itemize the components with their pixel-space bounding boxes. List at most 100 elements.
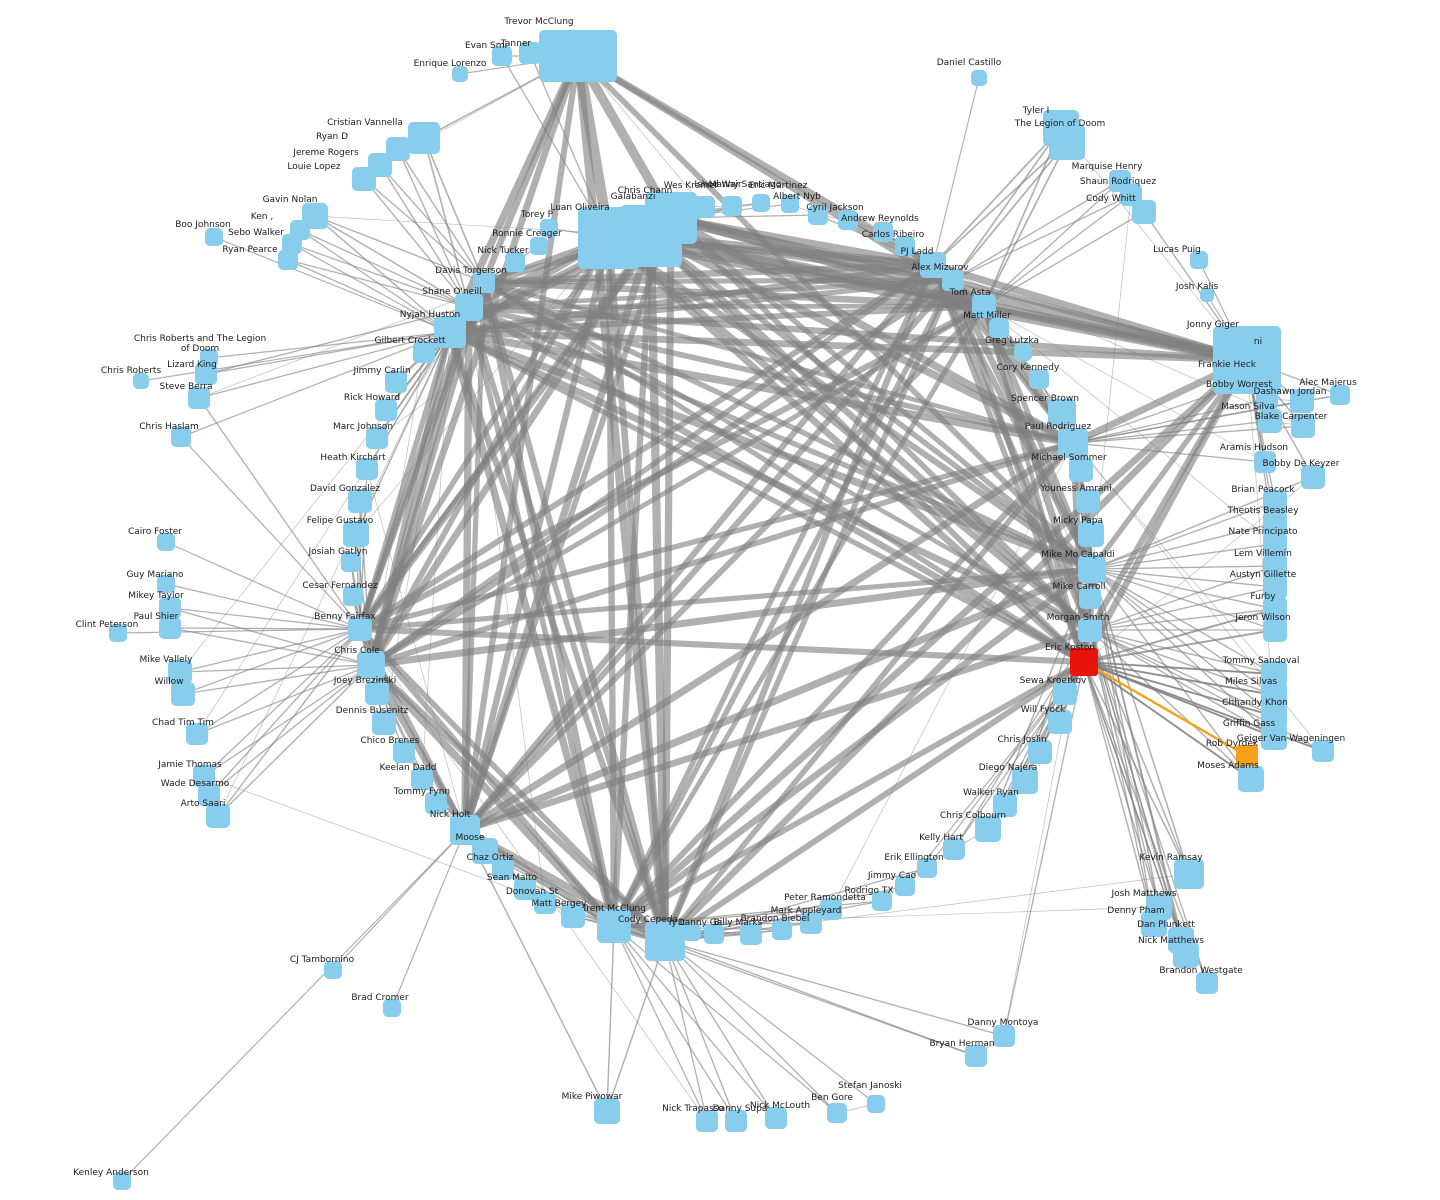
- graph-node-austyn-gillette[interactable]: [1263, 575, 1287, 599]
- graph-node-paul-rodriguez[interactable]: [1058, 428, 1088, 458]
- graph-node-greg-lutzka[interactable]: [1014, 343, 1032, 361]
- graph-node-luan-oliveira[interactable]: [578, 207, 640, 269]
- graph-node-arto-saari[interactable]: [206, 804, 230, 828]
- graph-node-gilbert-crockett[interactable]: [413, 341, 435, 363]
- graph-node-spencer-brown[interactable]: [1048, 399, 1076, 427]
- graph-node-jimmy-carlin[interactable]: [385, 371, 407, 393]
- graph-node-mikey-taylor[interactable]: [159, 597, 181, 619]
- graph-node-billy-marks[interactable]: [740, 923, 762, 945]
- graph-node-cesar-fernandez[interactable]: [343, 586, 363, 606]
- graph-node-chad-tim-tim[interactable]: [186, 723, 208, 745]
- graph-node-bobby-de-keyzer[interactable]: [1301, 465, 1325, 489]
- graph-node-albert-nyberg[interactable]: [808, 205, 828, 225]
- graph-node-josiah-gatlyn[interactable]: [341, 552, 361, 572]
- graph-node-chris-joslin[interactable]: [1028, 740, 1052, 764]
- graph-node-griffin-gass[interactable]: [1261, 724, 1287, 750]
- graph-node-chaz-ortiz[interactable]: [492, 858, 514, 880]
- graph-node-benny-fairfax[interactable]: [348, 617, 372, 641]
- graph-node-josh-kalis[interactable]: [1200, 288, 1214, 302]
- graph-node-joey-brezinski[interactable]: [365, 681, 389, 705]
- graph-node-andrew-reynolds[interactable]: [873, 222, 893, 242]
- graph-node-legion-of-doom[interactable]: [1049, 124, 1085, 160]
- graph-node-michael-sommer[interactable]: [1069, 458, 1093, 482]
- graph-node-mike-piwowar[interactable]: [594, 1098, 620, 1124]
- graph-node-manny-santiago[interactable]: [752, 194, 770, 212]
- graph-node-cj-tambornino[interactable]: [324, 961, 342, 979]
- graph-node-cristian-vannella[interactable]: [408, 122, 440, 154]
- graph-node-will-fyock[interactable]: [1048, 710, 1072, 734]
- graph-node-rob-dyrdek[interactable]: [1236, 745, 1258, 767]
- graph-node-morgan-smith[interactable]: [1078, 618, 1102, 642]
- graph-node-kelly-hart[interactable]: [943, 838, 965, 860]
- graph-node-donovan-st[interactable]: [534, 892, 556, 914]
- graph-node-nick-mclouth[interactable]: [765, 1107, 787, 1129]
- graph-node-frankie-heck[interactable]: [1252, 367, 1272, 387]
- graph-node-danny-garcia[interactable]: [704, 924, 724, 944]
- graph-node-matt-bergey[interactable]: [561, 904, 585, 928]
- graph-node-youness-amrani-top[interactable]: [1252, 343, 1270, 361]
- graph-node-stefan-janoski[interactable]: [867, 1095, 885, 1113]
- graph-node-dennis-busenitz[interactable]: [372, 711, 396, 735]
- graph-node-mark-appleyard[interactable]: [800, 912, 822, 934]
- graph-node-willow[interactable]: [171, 682, 195, 706]
- graph-node-wes-kremer[interactable]: [693, 196, 715, 218]
- graph-node-davis-torgerson[interactable]: [473, 271, 495, 293]
- graph-node-bryan-herman[interactable]: [965, 1045, 987, 1067]
- graph-node-nick-tucker[interactable]: [505, 252, 525, 272]
- graph-node-eric-koston[interactable]: [1070, 648, 1098, 676]
- graph-node-rodrigo-tx[interactable]: [872, 891, 892, 911]
- graph-node-guy-mariano[interactable]: [157, 575, 175, 593]
- graph-node-lizard-king[interactable]: [195, 363, 217, 385]
- graph-node-tanner[interactable]: [519, 42, 541, 64]
- graph-node-chris-haslam[interactable]: [171, 427, 191, 447]
- graph-node-cody-whitt[interactable]: [1132, 200, 1156, 224]
- graph-node-chris-colbourn[interactable]: [975, 816, 1001, 842]
- graph-node-boo-johnson[interactable]: [205, 228, 223, 246]
- graph-node-alec-majerus[interactable]: [1330, 385, 1350, 405]
- graph-node-rick-howard[interactable]: [375, 399, 397, 421]
- graph-node-kevin-ramsay[interactable]: [1174, 859, 1204, 889]
- graph-node-micky-papa[interactable]: [1078, 521, 1104, 547]
- graph-node-tom-asta[interactable]: [972, 294, 996, 318]
- graph-node-sewa-kroetkov[interactable]: [1053, 681, 1077, 705]
- graph-node-lucas-puig[interactable]: [1190, 251, 1208, 269]
- graph-node-sean-malto[interactable]: [514, 878, 536, 900]
- graph-node-nyjah-huston[interactable]: [434, 316, 466, 348]
- graph-node-evan-smith[interactable]: [492, 46, 512, 66]
- graph-node-nate-principato[interactable]: [1263, 532, 1287, 556]
- graph-node-brandon-westgate[interactable]: [1196, 972, 1218, 994]
- graph-node-blake-carpenter[interactable]: [1291, 414, 1315, 438]
- graph-node-cody-cepeda[interactable]: [645, 921, 685, 961]
- graph-node-youness-amrani[interactable]: [1076, 489, 1100, 513]
- graph-node-aramis-hudson[interactable]: [1254, 451, 1276, 473]
- graph-node-chris-cole[interactable]: [357, 651, 385, 679]
- graph-node-ben-gore[interactable]: [827, 1103, 847, 1123]
- graph-node-ishod-wair[interactable]: [722, 196, 742, 216]
- graph-node-paul-shier[interactable]: [159, 617, 181, 639]
- graph-node-torey-pudwill[interactable]: [540, 219, 558, 237]
- graph-node-cairo-foster[interactable]: [157, 533, 175, 551]
- graph-node-brad-cromer[interactable]: [383, 999, 401, 1017]
- graph-node-alex-mizurov[interactable]: [942, 269, 964, 291]
- graph-node-chico-brenes[interactable]: [393, 741, 415, 763]
- graph-node-jeron-wilson[interactable]: [1263, 618, 1287, 642]
- graph-node-keelan-dadd[interactable]: [411, 768, 433, 790]
- graph-node-marc-johnson[interactable]: [366, 427, 388, 449]
- graph-node-danny-montoya[interactable]: [993, 1025, 1015, 1047]
- graph-node-moses-adams[interactable]: [1238, 766, 1264, 792]
- graph-node-cory-kennedy[interactable]: [1029, 369, 1049, 389]
- graph-node-denny-pham[interactable]: [1141, 911, 1167, 937]
- graph-node-jimmy-cao[interactable]: [895, 876, 915, 896]
- graph-node-danny-supa[interactable]: [725, 1110, 747, 1132]
- graph-node-tommy-fynn[interactable]: [425, 792, 447, 814]
- graph-node-mike-mo-capaldi[interactable]: [1078, 555, 1106, 583]
- graph-node-peter-ramondetta[interactable]: [820, 898, 842, 920]
- graph-node-felipe-gustavo[interactable]: [343, 521, 369, 547]
- graph-node-ty-leavy[interactable]: [683, 923, 701, 941]
- graph-node-cyril-jackson[interactable]: [838, 210, 858, 230]
- graph-node-heath-kirchart[interactable]: [356, 458, 378, 480]
- graph-node-enrique-lorenzo[interactable]: [452, 66, 468, 82]
- graph-node-mike-carroll[interactable]: [1079, 587, 1101, 609]
- graph-node-erik-ellington[interactable]: [917, 858, 937, 878]
